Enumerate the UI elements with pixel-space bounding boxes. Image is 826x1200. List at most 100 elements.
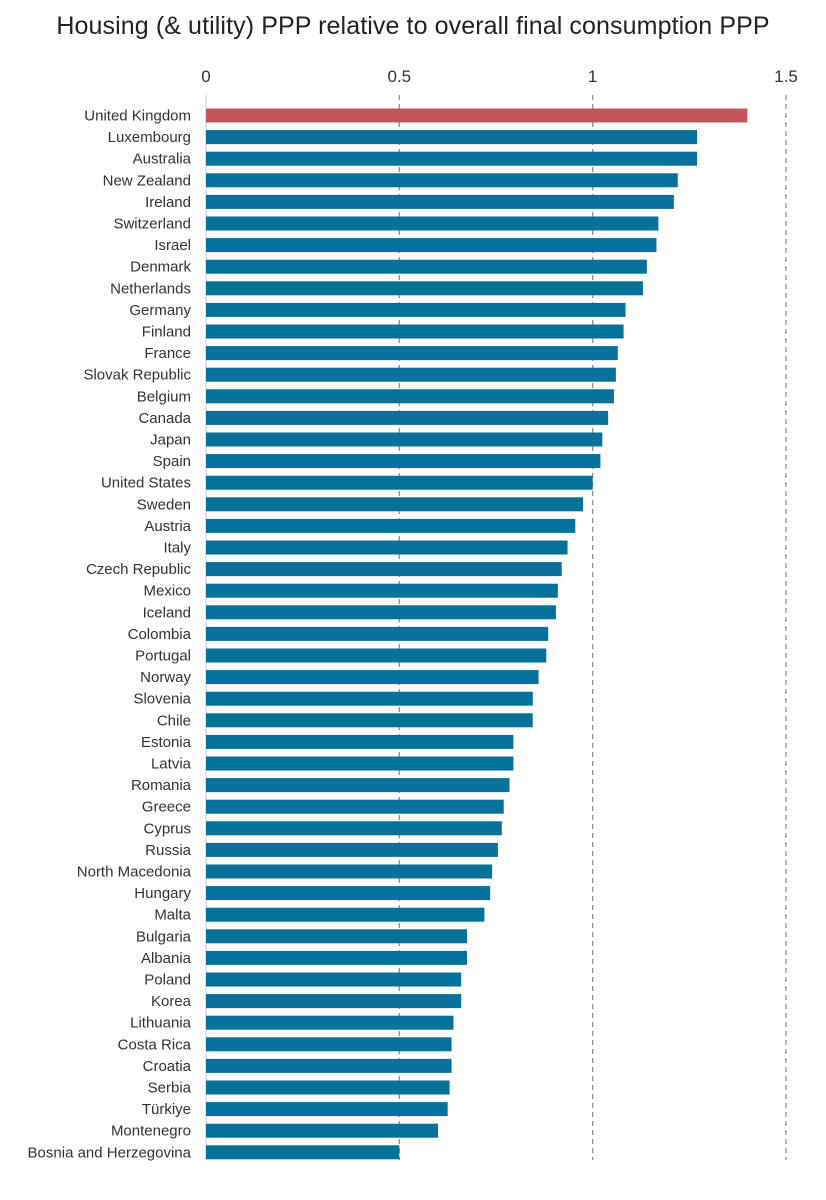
bar <box>206 994 462 1009</box>
bar <box>206 670 539 685</box>
category-label: Colombia <box>128 626 192 643</box>
bar <box>206 238 657 253</box>
category-label: Costa Rica <box>118 1036 192 1053</box>
bar <box>206 583 558 598</box>
category-label: Mexico <box>143 583 191 600</box>
bar <box>206 540 568 555</box>
x-axis-ticks: 0 0.5 1 1.5 <box>201 67 798 86</box>
category-label: Korea <box>151 993 192 1010</box>
category-label: Albania <box>141 950 192 967</box>
category-label: Slovenia <box>133 691 191 708</box>
category-label: Switzerland <box>113 216 191 233</box>
category-label: Cyprus <box>143 820 191 837</box>
bar <box>206 367 616 382</box>
bar <box>206 432 603 447</box>
bar <box>206 497 583 512</box>
category-label: Chile <box>157 712 191 729</box>
bar <box>206 173 678 188</box>
bar <box>206 302 626 317</box>
bar <box>206 108 748 123</box>
category-label: Belgium <box>137 388 191 405</box>
bar <box>206 216 659 231</box>
bar <box>206 778 510 793</box>
x-tick-label: 0 <box>201 67 210 86</box>
category-label: Spain <box>153 453 191 470</box>
category-label: Estonia <box>141 734 192 751</box>
bar <box>206 1080 450 1095</box>
bar <box>206 1145 400 1160</box>
category-label: Croatia <box>143 1058 192 1075</box>
category-label: Malta <box>154 907 191 924</box>
category-label: Latvia <box>151 756 192 773</box>
category-label: Japan <box>150 432 191 449</box>
category-label: Australia <box>133 151 192 168</box>
category-label: Russia <box>145 842 192 859</box>
category-label: Bulgaria <box>136 928 192 945</box>
category-label: United Kingdom <box>84 108 191 125</box>
category-label: Poland <box>144 972 191 989</box>
category-label: Portugal <box>135 648 191 665</box>
category-label: Luxembourg <box>108 129 191 146</box>
bar <box>206 1037 452 1052</box>
category-label: Canada <box>138 410 191 427</box>
bar <box>206 799 504 814</box>
bar <box>206 130 698 145</box>
x-tick-label: 1.5 <box>774 67 798 86</box>
category-label: Israel <box>154 237 191 254</box>
bar <box>206 972 462 987</box>
bar <box>206 1102 448 1117</box>
x-tick-label: 1 <box>588 67 597 86</box>
chart-title: Housing (& utility) PPP relative to over… <box>56 12 770 40</box>
bar <box>206 626 549 641</box>
category-label: France <box>144 345 191 362</box>
bar <box>206 713 533 728</box>
category-label: Italy <box>163 540 191 557</box>
category-label: Sweden <box>137 496 191 513</box>
category-label: Bosnia and Herzegovina <box>28 1144 192 1161</box>
category-label: Greece <box>142 799 191 816</box>
bar <box>206 475 593 490</box>
bar <box>206 410 609 425</box>
category-label: Iceland <box>143 604 191 621</box>
x-tick-label: 0.5 <box>388 67 412 86</box>
category-label: Lithuania <box>130 1015 192 1032</box>
bar <box>206 734 514 749</box>
category-label: Montenegro <box>111 1123 191 1140</box>
category-label: Norway <box>140 669 191 686</box>
bar <box>206 1123 438 1138</box>
category-label: United States <box>101 475 191 492</box>
category-label: Romania <box>131 777 192 794</box>
bar <box>206 281 643 296</box>
category-label: Czech Republic <box>86 561 192 578</box>
bar <box>206 842 498 857</box>
category-label: Austria <box>144 518 191 535</box>
bar <box>206 1015 454 1030</box>
bar <box>206 1058 452 1073</box>
category-label: Denmark <box>130 259 191 276</box>
category-label: Hungary <box>134 885 191 902</box>
bar <box>206 756 514 771</box>
bar <box>206 389 614 404</box>
bar <box>206 454 601 469</box>
bar <box>206 886 491 901</box>
bar <box>206 346 618 361</box>
category-labels: United Kingdom Luxembourg Australia New Zea… <box>28 108 192 1162</box>
bar <box>206 907 485 922</box>
category-label: Germany <box>129 302 191 319</box>
category-label: Finland <box>142 324 191 341</box>
bar <box>206 864 493 879</box>
bar <box>206 821 502 836</box>
bar <box>206 929 467 944</box>
category-label: Netherlands <box>110 280 191 297</box>
bar <box>206 518 576 533</box>
bar <box>206 605 556 620</box>
bars <box>206 108 748 1160</box>
category-label: Serbia <box>148 1080 192 1097</box>
bar <box>206 648 547 663</box>
bar <box>206 562 562 577</box>
bar <box>206 950 467 965</box>
bar <box>206 194 674 209</box>
bar <box>206 324 624 339</box>
bar <box>206 259 647 274</box>
